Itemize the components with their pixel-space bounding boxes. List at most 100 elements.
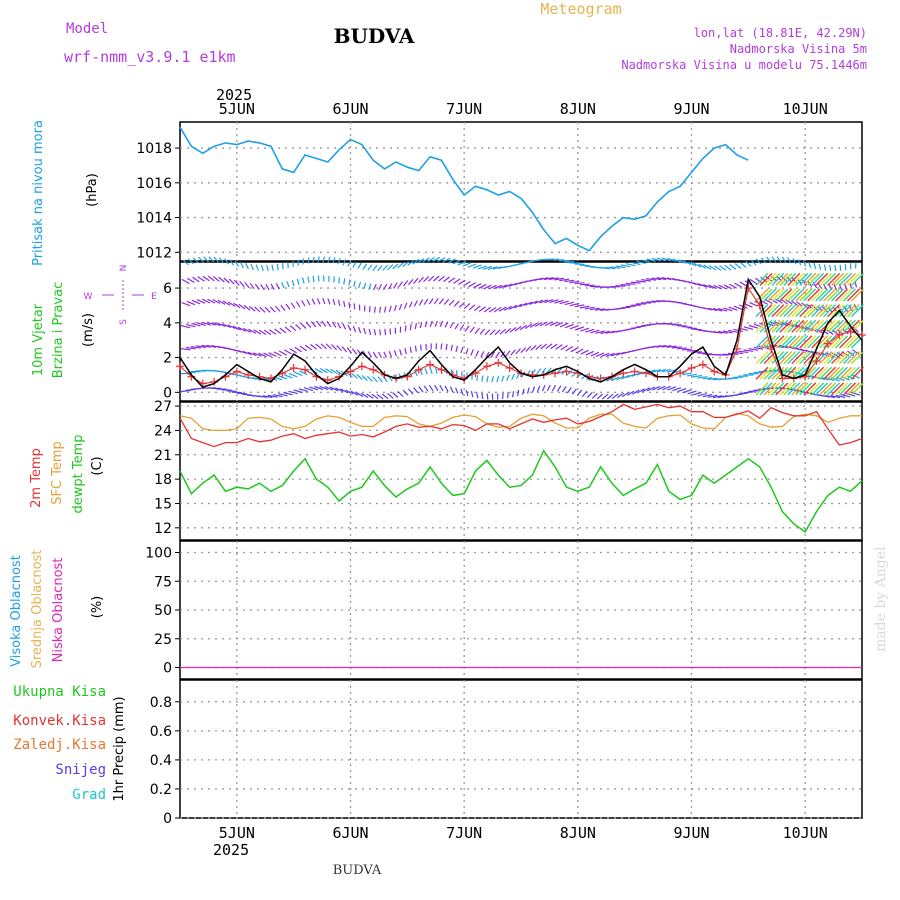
wind-direction-arrow — [723, 284, 732, 290]
wind-direction-arrow — [382, 375, 388, 383]
wind-unit: (m/s) — [81, 313, 96, 347]
wind-direction-arrow — [270, 283, 275, 290]
wind-direction-arrow — [248, 305, 256, 312]
wind-direction-arrow — [504, 328, 512, 334]
wind-direction-arrow — [616, 392, 625, 399]
wind-direction-arrow — [472, 264, 482, 269]
wind-direction-row — [182, 256, 857, 272]
wind-direction-arrow — [403, 302, 408, 310]
wind-direction-arrow — [445, 343, 448, 351]
wind-direction-arrow — [512, 391, 515, 398]
wind-burst-arrow — [811, 304, 825, 318]
wind-direction-arrow — [268, 352, 277, 358]
wind-direction-arrow — [745, 260, 752, 267]
wind-direction-arrow — [646, 369, 656, 374]
wind-burst-arrow — [819, 304, 833, 318]
wind-direction-arrow — [378, 351, 383, 359]
wind-direction-arrow — [306, 299, 311, 306]
wind-direction-arrow — [330, 344, 338, 351]
wind-direction-arrow — [743, 391, 754, 394]
y-tick-label: 25 — [154, 632, 172, 648]
wind-direction-arrow — [334, 387, 344, 393]
wind-direction-arrow — [802, 279, 808, 286]
wind-direction-arrow — [590, 351, 600, 357]
wind-direction-arrow — [526, 387, 530, 394]
temperature-panel-frame — [179, 401, 863, 541]
wind-direction-arrow — [254, 283, 260, 290]
wind-burst-arrow — [843, 319, 856, 333]
wind-direction-arrow — [504, 305, 512, 311]
wind-direction-arrow — [452, 259, 462, 265]
wind-direction-arrow — [842, 328, 849, 335]
wind-direction-arrow — [506, 374, 510, 381]
wind-direction-arrow — [345, 389, 354, 395]
wind-direction-arrow — [641, 259, 651, 263]
y-tick-label: 27 — [154, 399, 172, 415]
wind-burst-arrow — [839, 366, 853, 380]
wind-direction-arrow — [517, 389, 520, 397]
wind-burst-arrow — [767, 288, 781, 302]
wind-direction-arrow — [740, 262, 747, 268]
wind-burst-arrow — [799, 319, 813, 333]
wind-direction-arrow — [569, 325, 579, 330]
wind-direction-arrow — [302, 277, 305, 284]
wind-direction-arrow — [681, 348, 692, 351]
wind-direction-arrow — [269, 329, 277, 335]
wind-direction-arrow — [482, 265, 493, 270]
wind-direction-arrow — [229, 259, 235, 266]
wind-direction-arrow — [404, 325, 407, 332]
wind-direction-arrow — [439, 320, 444, 328]
wind-burst-arrow — [755, 382, 769, 396]
wind-direction-arrow — [363, 282, 367, 290]
wind-direction-arrow — [554, 299, 564, 304]
wind-direction-arrow — [311, 298, 316, 305]
pressure-panel-frame — [179, 121, 863, 262]
wind-direction-arrow — [283, 374, 293, 379]
wind-direction-arrow — [327, 256, 331, 263]
wind-ylabel-sub: Brzina i Pravac — [51, 282, 66, 379]
wind-burst-arrow — [839, 288, 853, 302]
wind-direction-arrow — [755, 258, 762, 265]
wind-direction-arrow — [312, 275, 315, 283]
wind-direction-arrow — [635, 280, 646, 283]
wind-burst-arrow — [843, 382, 856, 396]
wind-direction-arrow — [611, 393, 619, 399]
wind-direction-arrow — [191, 299, 201, 305]
wind-direction-arrow — [463, 303, 471, 310]
wind-direction-arrow — [595, 330, 605, 334]
wind-direction-arrow — [717, 354, 728, 356]
wind-direction-arrow — [376, 393, 384, 400]
wind-direction-arrow — [600, 330, 610, 335]
wind-burst-arrow — [823, 351, 837, 365]
wind-direction-arrow — [243, 304, 251, 311]
wind-burst-arrow — [775, 335, 789, 349]
wind-direction-arrow — [781, 256, 787, 263]
wind-direction-arrow — [378, 284, 383, 291]
watermark: made by Angel — [873, 546, 889, 652]
elevation-label: Nadmorska Visina 5m — [730, 42, 867, 56]
wind-direction-arrow — [574, 326, 585, 331]
wind-direction-arrow — [332, 298, 336, 306]
wind-direction-arrow — [330, 368, 338, 375]
top-day-label: 5JUN — [219, 100, 255, 118]
wind-direction-arrow — [549, 277, 559, 281]
wind-direction-arrow — [192, 276, 200, 283]
wind-direction-arrow — [682, 372, 692, 376]
wind-burst-arrow — [831, 319, 845, 333]
wind-direction-arrow — [337, 258, 341, 265]
wind-burst-arrow — [799, 272, 813, 286]
wind-direction-arrow — [760, 276, 768, 283]
wind-direction-arrow — [739, 281, 748, 287]
wind-direction-arrow — [651, 345, 662, 348]
wind-direction-arrow — [342, 323, 347, 330]
wind-burst-arrow — [795, 319, 809, 333]
wind-direction-arrow — [712, 395, 723, 399]
wind-direction-arrow — [817, 282, 823, 290]
wind-direction-arrow — [646, 258, 656, 263]
wind-direction-arrow — [621, 374, 630, 380]
wind-direction-arrow — [825, 395, 836, 399]
wind-direction-arrow — [327, 298, 331, 305]
wind-direction-arrow — [224, 258, 229, 265]
wind-direction-arrow — [539, 299, 549, 304]
wind-direction-arrow — [218, 276, 225, 283]
